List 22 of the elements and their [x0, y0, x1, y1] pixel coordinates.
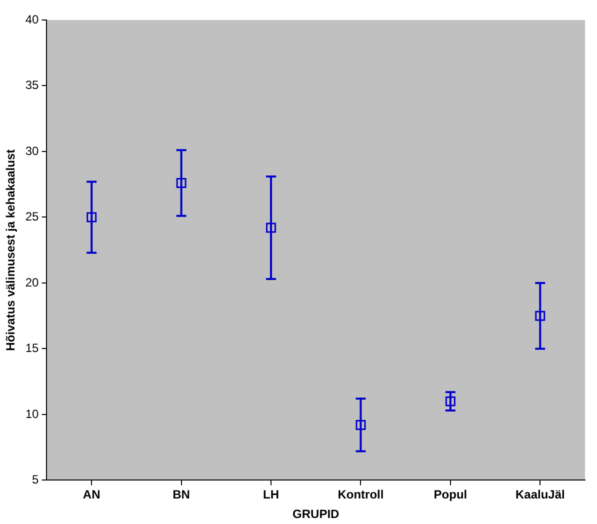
x-tick-label: KaaluJäl — [515, 488, 565, 502]
y-tick-label: 20 — [25, 275, 40, 290]
point — [176, 178, 186, 188]
y-tick-label: 40 — [25, 12, 40, 26]
x-tick-label: Popul — [434, 488, 468, 502]
point — [445, 396, 456, 406]
point — [356, 420, 366, 430]
point — [535, 310, 546, 321]
y-tick-label: 15 — [25, 341, 40, 356]
x-tick-label: BN — [172, 488, 190, 502]
y-tick-label: 25 — [25, 210, 40, 224]
x-axis-title: GRUPID — [292, 507, 340, 522]
y-tick-label: 5 — [32, 472, 40, 487]
x-tick-label: Kontroll — [338, 488, 384, 502]
point — [86, 212, 97, 222]
y-axis-title: Hõivatus välimusest ja kehakaalust — [4, 149, 18, 351]
x-tick-label: LH — [263, 488, 280, 502]
point — [266, 222, 276, 233]
y-tick-label: 10 — [25, 406, 40, 421]
y-tick-label: 35 — [25, 78, 40, 92]
x-tick-label: AN — [82, 488, 100, 502]
y-tick-label: 30 — [25, 144, 40, 158]
